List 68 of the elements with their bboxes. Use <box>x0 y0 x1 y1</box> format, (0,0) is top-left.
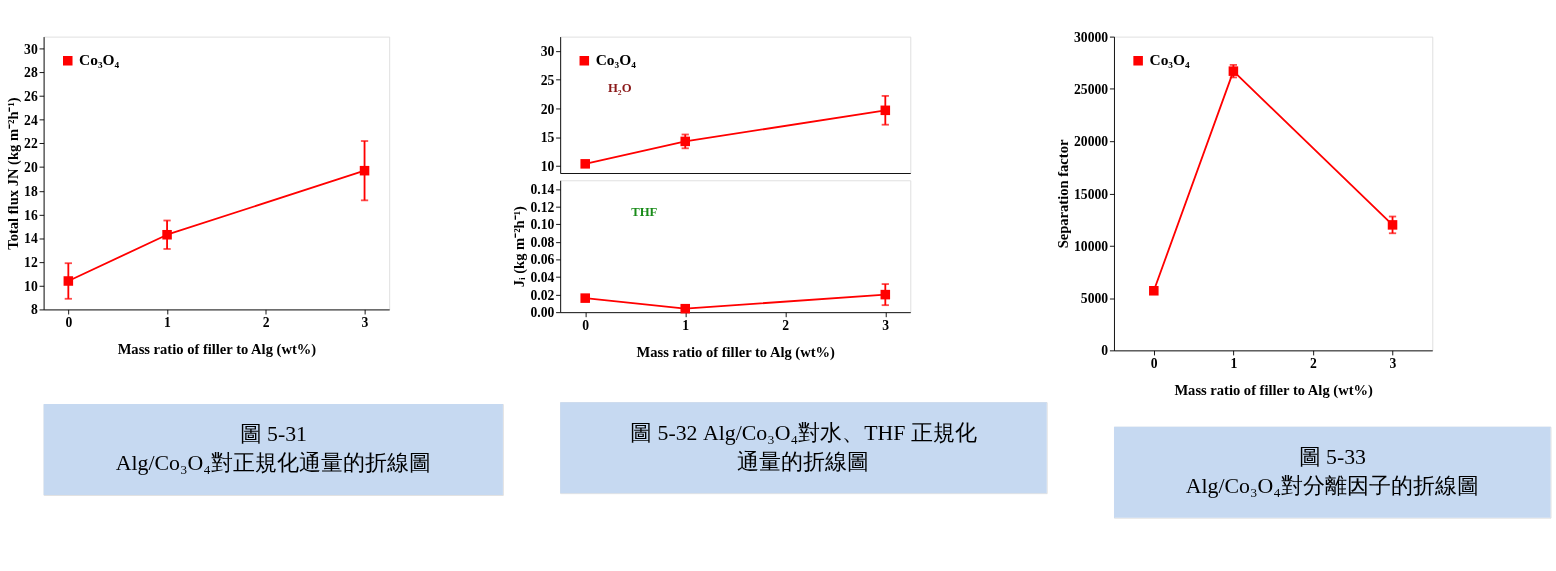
point <box>162 229 172 240</box>
y-tick-label: 20 <box>24 160 38 176</box>
legend-label: Co₃O₄ <box>595 51 637 69</box>
y-tick-label: 0 <box>1101 343 1109 359</box>
annotation: H₂O <box>607 81 632 96</box>
text: Alg/Co₃O₄對正規化通量的折線圖 <box>115 451 431 476</box>
y-tick-label: 0.04 <box>530 270 555 286</box>
x-tick-label: 0 <box>582 317 590 333</box>
legend-label: Co₃O₄ <box>1149 51 1190 69</box>
y-tick-label: 5000 <box>1080 291 1109 307</box>
legend-label: Co₃O₄ <box>79 51 120 69</box>
y-tick-label: 10 <box>540 159 555 175</box>
y-tick-label: 0.14 <box>530 182 555 198</box>
point <box>1387 220 1398 230</box>
point <box>1149 286 1159 296</box>
point <box>63 276 74 286</box>
caption: 圖 5-32 Alg/Co₃O₄對水、THF 正規化 <box>630 420 977 445</box>
y-tick-label: 20 <box>540 101 555 117</box>
point <box>580 159 590 169</box>
x-axis-title: Mass ratio of filler to Alg (wt%) <box>1174 382 1374 400</box>
y-tick-label: 0.10 <box>530 217 555 233</box>
y-tick-label: 0.06 <box>530 252 555 268</box>
y-tick-label: 0.02 <box>530 287 555 303</box>
point <box>580 293 590 303</box>
y-tick-label: 8 <box>30 302 38 318</box>
x-tick-label: 1 <box>1230 356 1238 372</box>
y-tick-label: 18 <box>24 183 38 199</box>
x-axis-title: Mass ratio of filler to Alg (wt%) <box>636 344 836 362</box>
annotation: THF <box>631 204 658 219</box>
y-tick-label: 0.08 <box>530 234 555 250</box>
y-tick-label: 24 <box>24 112 38 128</box>
y-axis-title: Separation factor <box>1054 139 1071 249</box>
y-tick-label: 15 <box>540 130 555 146</box>
y-tick-label: 0.00 <box>530 305 555 321</box>
x-tick-label: 2 <box>1310 356 1318 372</box>
x-tick-label: 3 <box>882 317 890 333</box>
y-tick-label: 25 <box>540 72 555 88</box>
y-tick-label: 22 <box>24 136 38 152</box>
y-tick-label: 0.12 <box>530 199 555 215</box>
y-tick-label: 26 <box>24 88 38 104</box>
caption: 圖 5-33 <box>1298 445 1367 470</box>
y-tick-label: 30 <box>540 44 555 60</box>
y-tick-label: 16 <box>24 207 38 223</box>
y-tick-label: 25000 <box>1074 81 1109 97</box>
y-tick-label: 10000 <box>1074 238 1109 254</box>
point <box>680 303 691 314</box>
x-tick-label: 0 <box>1150 356 1158 372</box>
x-tick-label: 3 <box>1389 356 1397 372</box>
y-axis-title: Jᵢ (kg m⁻²h⁻¹) <box>511 206 529 288</box>
x-tick-label: 1 <box>164 315 172 331</box>
x-tick-label: 1 <box>682 317 690 333</box>
y-tick-label: 20000 <box>1074 134 1109 150</box>
y-axis-title: Total flux JN (kg m⁻²h⁻¹) <box>4 97 22 250</box>
y-tick-label: 15000 <box>1074 186 1109 202</box>
y-tick-label: 10 <box>24 278 38 294</box>
x-tick-label: 3 <box>361 315 369 331</box>
y-tick-label: 28 <box>24 65 38 81</box>
x-tick-label: 0 <box>65 315 73 331</box>
y-tick-label: 30000 <box>1074 29 1109 45</box>
text: Alg/Co₃O₄對分離因子的折線圖 <box>1185 474 1479 499</box>
x-tick-label: 2 <box>782 317 790 333</box>
x-axis-title: Mass ratio of filler to Alg (wt%) <box>117 341 317 359</box>
y-tick-label: 30 <box>24 41 38 57</box>
text: 通量的折線圖 <box>737 449 870 474</box>
y-tick-label: 14 <box>24 231 38 247</box>
caption: 圖 5-31 <box>239 422 307 447</box>
x-tick-label: 2 <box>262 315 270 331</box>
y-tick-label: 12 <box>24 255 38 271</box>
